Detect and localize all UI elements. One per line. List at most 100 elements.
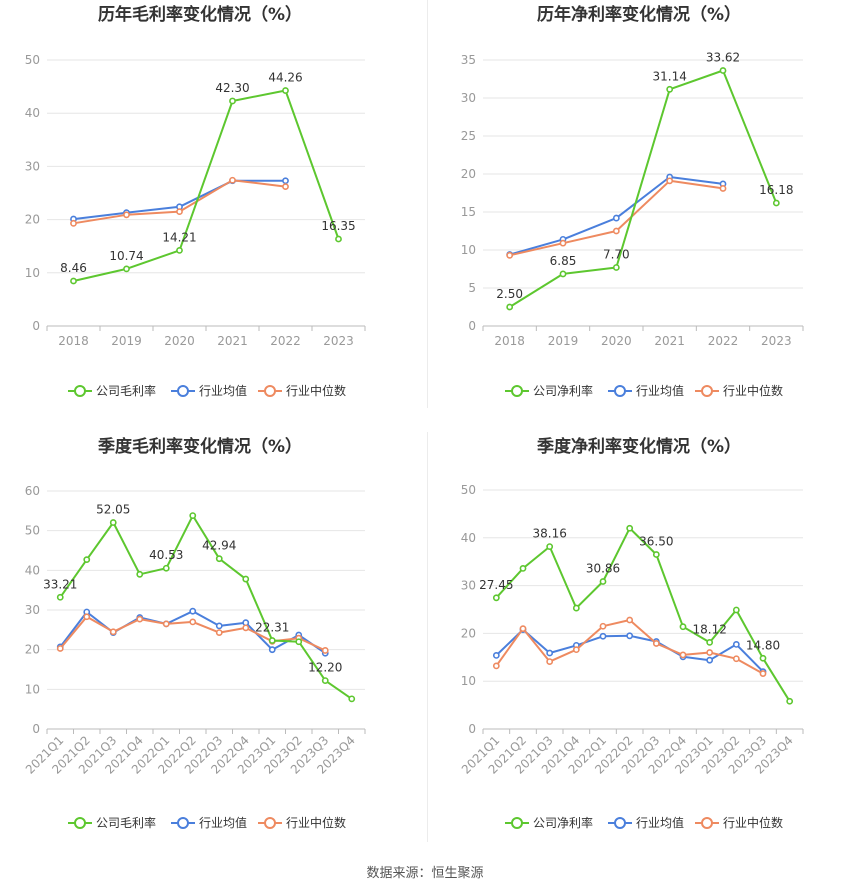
legend-label: 公司毛利率 [96, 815, 156, 830]
data-label: 6.85 [550, 254, 577, 268]
data-point [559, 239, 567, 247]
data-point [282, 177, 289, 185]
data-label: 44.26 [268, 71, 302, 85]
legend-marker [614, 385, 626, 397]
y-tick-label: 30 [25, 603, 40, 617]
y-tick-label: 30 [25, 159, 40, 173]
data-label: 22.31 [255, 621, 289, 635]
data-label: 40.53 [149, 548, 183, 562]
data-label: 30.86 [586, 561, 620, 575]
data-point [109, 519, 117, 526]
legend-marker [511, 385, 523, 397]
legend-marker [701, 817, 713, 829]
chart-svg: 历年净利率变化情况（%） 0 5 10 15 20 25 30 35 2018 2019 2020 20… [461, 4, 804, 398]
data-point [652, 640, 660, 647]
data-point [229, 176, 236, 184]
y-tick-label: 40 [461, 531, 476, 545]
data-point [612, 227, 620, 235]
data-point [215, 629, 223, 637]
data-point [546, 658, 554, 666]
data-point [242, 624, 250, 632]
chart-title: 历年净利率变化情况（%） [537, 4, 741, 25]
legend-label: 行业均值 [199, 815, 247, 830]
legend-label: 公司毛利率 [96, 383, 156, 398]
x-tick-label: 2020 [601, 334, 632, 348]
legend-label: 行业中位数 [723, 815, 783, 830]
chart-title: 季度毛利率变化情况（%） [98, 436, 302, 457]
y-tick-label: 15 [461, 205, 476, 219]
data-point [599, 632, 607, 640]
data-point [492, 651, 500, 659]
data-label: 8.46 [60, 261, 87, 275]
data-point [215, 622, 223, 630]
legend-label: 行业均值 [636, 383, 684, 398]
data-label: 2.50 [496, 287, 523, 301]
data-point [626, 632, 634, 640]
data-point [706, 638, 714, 646]
data-point [546, 649, 554, 657]
y-tick-label: 30 [461, 579, 476, 593]
data-point [506, 303, 514, 311]
chart-title: 季度净利率变化情况（%） [537, 436, 741, 457]
y-tick-label: 60 [25, 484, 40, 498]
data-point [189, 607, 197, 615]
y-tick-label: 5 [468, 281, 476, 295]
y-tick-label: 10 [461, 243, 476, 257]
x-tick-label: 2018 [58, 334, 89, 348]
legend-label: 公司净利率 [533, 815, 593, 830]
y-tick-label: 50 [25, 524, 40, 538]
quarterly-gross-margin-chart: 季度毛利率变化情况（%） 0 10 20 30 40 50 60 2021Q1 2021Q2 202… [0, 432, 425, 842]
y-tick-label: 20 [461, 167, 476, 181]
data-label: 31.14 [652, 69, 686, 83]
divider-bottom [427, 432, 428, 842]
chart-svg: 季度毛利率变化情况（%）01020304050602021Q12021Q2202… [23, 436, 366, 830]
divider-top [427, 0, 428, 408]
series-line [73, 179, 286, 225]
data-point [242, 575, 250, 583]
data-label: 14.21 [162, 230, 196, 244]
data-point [136, 570, 144, 578]
series-line [73, 89, 340, 282]
series-line [59, 514, 353, 700]
legend-label: 行业中位数 [286, 383, 346, 398]
data-point [321, 647, 329, 654]
chart-title: 历年毛利率变化情况（%） [98, 4, 302, 25]
data-point [546, 543, 554, 550]
series-line [509, 69, 778, 308]
data-point [612, 264, 620, 271]
y-tick-label: 20 [461, 626, 476, 640]
data-point [492, 594, 500, 602]
data-label: 27.45 [479, 578, 513, 592]
data-point [295, 638, 303, 646]
data-point [123, 265, 130, 273]
data-label: 7.70 [603, 247, 630, 261]
x-tick-label: 2023 [761, 334, 792, 348]
y-tick-label: 40 [25, 563, 40, 577]
y-tick-label: 0 [32, 722, 40, 736]
data-point [189, 512, 197, 519]
data-point [215, 555, 223, 563]
data-point [176, 208, 183, 216]
data-point [282, 183, 289, 191]
data-label: 42.94 [202, 539, 236, 553]
data-point [162, 564, 170, 572]
data-label: 16.35 [321, 219, 355, 233]
legend-marker [74, 817, 86, 829]
y-tick-label: 40 [25, 106, 40, 120]
data-label: 14.80 [746, 638, 780, 652]
data-point [759, 670, 767, 677]
data-label: 38.16 [532, 527, 566, 541]
data-point [732, 655, 740, 663]
data-point [321, 677, 329, 685]
data-label: 33.21 [43, 577, 77, 591]
data-point [732, 640, 740, 648]
data-point [176, 247, 183, 254]
data-point [612, 214, 620, 222]
y-tick-label: 10 [25, 266, 40, 280]
data-point [492, 662, 500, 670]
y-tick-label: 20 [25, 643, 40, 657]
data-point [666, 85, 674, 93]
legend-marker [177, 817, 189, 829]
data-point [109, 628, 117, 636]
data-point [626, 524, 634, 532]
